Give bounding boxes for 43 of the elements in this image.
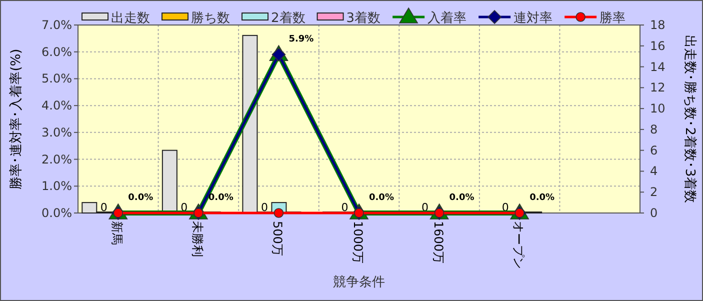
y2-tick-label: 4 [650,164,658,178]
legend-label: 入着率 [428,10,467,26]
y2-tick-label: 0 [650,206,658,220]
y-tick-label: 7.0% [42,18,72,32]
y-axis-title: 勝率･連対率･入着率(%) [8,48,24,190]
x-tick-label: 1000万 [351,221,365,264]
y2-axis-title: 出走数･勝ち数･2着数･3着数 [682,35,698,203]
legend-label: 勝ち数 [191,11,230,26]
y2-tick-label: 14 [650,60,666,74]
y2-tick-label: 6 [650,143,658,158]
x-axis-title: 競争条件 [333,275,385,290]
data-label: 5.9% [288,34,314,45]
data-label: 0.0% [369,193,394,203]
data-label: 0.0% [449,193,474,203]
x-tick-label: 新馬 [110,221,124,245]
x-tick-label: 1600万 [431,221,446,264]
data-label: 0.0% [530,193,555,203]
y2-tick-label: 16 [650,38,666,53]
data-label: 0 [260,201,268,214]
y2-tick-label: 18 [650,18,666,32]
data-label: 0 [341,201,348,214]
legend-label: 勝率 [600,10,626,26]
y-tick-label: 2.0% [42,152,72,166]
y2-tick-label: 2 [650,185,658,200]
data-label: 0 [100,201,108,214]
data-label: 0.0% [128,193,154,203]
legend-label: 連対率 [514,10,553,26]
y-tick-label: 3.0% [42,125,72,140]
legend-label: 3着数 [346,10,381,26]
legend-label: 2着数 [271,10,306,26]
y-tick-label: 1.0% [42,179,72,194]
x-tick-label: オープン [512,221,526,269]
x-tick-label: 未勝利 [190,221,204,257]
data-label: 0.0% [208,193,234,203]
legend-label: 出走数 [111,11,150,26]
x-tick-label: 500万 [270,221,285,256]
y2-tick-label: 12 [650,80,666,95]
y-tick-label: 6.0% [42,44,72,59]
y-tick-label: 5.0% [42,72,72,86]
y-tick-label: 4.0% [42,98,72,113]
y-tick-label: 0.0% [42,206,72,220]
y2-tick-label: 8 [650,122,658,136]
y2-tick-label: 10 [650,102,666,116]
